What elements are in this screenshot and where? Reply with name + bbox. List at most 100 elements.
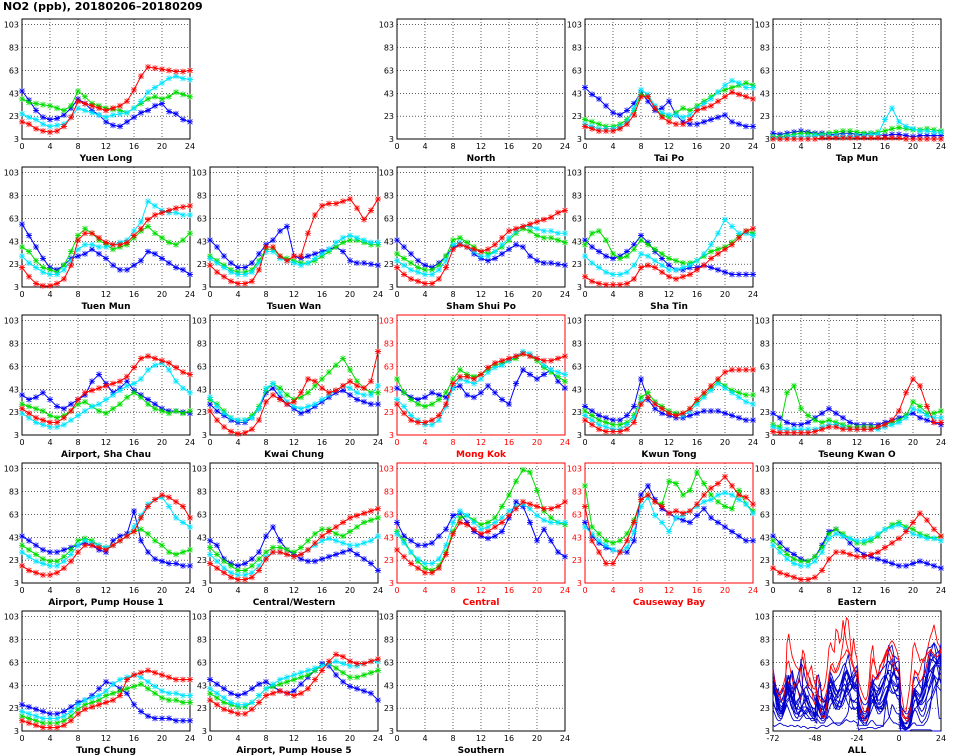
tuen-mun-day3-marker: [103, 244, 109, 250]
tuen-mun-day2-marker: [110, 246, 116, 253]
sha-tin-day3-marker: [736, 230, 742, 237]
tai-po-ytick-label: 43: [572, 89, 582, 98]
airport-pump-house-5-day3-marker: [347, 662, 353, 669]
airport-sha-chau-day3-marker: [96, 401, 102, 408]
mong-kok-day1-marker: [520, 366, 526, 373]
tseung-kwan-o-xtick-label: 20: [908, 438, 918, 447]
kwai-chung-day3-marker: [305, 403, 311, 410]
mong-kok-day3-marker: [408, 412, 414, 419]
tuen-mun-xtick-label: 24: [185, 290, 195, 299]
tuen-mun-day4-marker: [96, 234, 102, 241]
airport-pump-house-1-day4-marker: [173, 498, 179, 505]
airport-pump-house-1-day3-line: [21, 496, 191, 567]
causeway-bay-day3-marker: [736, 496, 742, 503]
sha-tin-day3-marker: [722, 216, 728, 223]
tai-po-day3-marker: [729, 77, 735, 84]
tung-chung-day1-marker: [103, 678, 109, 685]
central-day3-marker: [450, 519, 456, 526]
tseung-kwan-o-day4-marker: [812, 428, 818, 435]
tsuen-wan-day1-marker: [221, 253, 227, 260]
kwun-tong-day1-marker: [589, 408, 595, 414]
mong-kok-day1-marker: [527, 371, 533, 378]
tung-chung-day1-marker: [47, 710, 53, 717]
kwun-tong-day1-marker: [603, 414, 609, 421]
yuen-long-day1-marker: [110, 122, 116, 129]
central-day1-marker: [485, 535, 491, 542]
airport-sha-chau-day1-marker: [47, 396, 53, 403]
tseung-kwan-o-day3-marker: [910, 405, 916, 412]
kwun-tong-day4-marker: [687, 405, 693, 412]
central-station-label: Central: [462, 598, 499, 608]
central-western-ytick-label: 103: [192, 465, 207, 474]
tseung-kwan-o-day3-marker: [770, 424, 776, 430]
tseung-kwan-o-day1-marker: [847, 419, 853, 426]
mong-kok-day2-marker: [443, 389, 449, 396]
tai-po-day1-marker: [715, 114, 721, 121]
sham-shui-po-day1-marker: [485, 257, 491, 264]
sha-tin-day3-marker: [589, 260, 595, 266]
sha-tin-day1-marker: [596, 248, 602, 255]
sham-shui-po-day2-marker: [541, 234, 547, 241]
tseung-kwan-o-xtick-label: 24: [936, 438, 946, 447]
tung-chung-day4-marker: [173, 676, 179, 683]
kwai-chung-day3-marker: [235, 417, 241, 424]
central-western-ytick-label: 63: [197, 510, 207, 519]
tuen-mun-day2-marker: [152, 230, 158, 237]
yuen-long-day4-marker: [131, 86, 137, 93]
tap-mun-day1-marker: [938, 132, 944, 139]
tseung-kwan-o-day2-marker: [791, 382, 797, 389]
sha-tin-day2-marker: [617, 255, 623, 262]
airport-pump-house-1-day1-marker: [145, 549, 151, 556]
kwun-tong-day4-marker: [743, 366, 749, 373]
central-xtick-label: 4: [422, 586, 427, 595]
tuen-mun-day2-marker: [26, 248, 32, 255]
sha-tin-day4-marker: [631, 276, 637, 282]
kwun-tong-day4-marker: [694, 396, 700, 403]
airport-pump-house-5-day4-marker: [256, 699, 262, 706]
central-day4-marker: [422, 569, 428, 576]
southern-ytick-label: 23: [384, 704, 394, 713]
mong-kok-xtick-label: 24: [560, 438, 570, 447]
sha-tin-day4-marker: [701, 262, 707, 269]
airport-pump-house-1-day4-marker: [89, 542, 95, 549]
eastern-day2-marker: [784, 551, 790, 558]
eastern-day4-marker: [896, 535, 902, 542]
north-ytick-label: 43: [384, 89, 394, 98]
sha-tin-day1-marker: [582, 237, 588, 244]
airport-pump-house-5-day3-marker: [249, 699, 255, 706]
yuen-long-day4-marker: [166, 67, 172, 74]
sham-shui-po-station-label: Sham Shui Po: [446, 302, 516, 312]
tung-chung-day1-marker: [166, 715, 172, 722]
airport-sha-chau-day2-marker: [159, 408, 165, 414]
causeway-bay-day2-marker: [603, 537, 609, 544]
airport-pump-house-5-day3-marker: [333, 658, 339, 665]
central-western-xtick-label: 24: [373, 586, 383, 595]
north-ytick-label: 23: [384, 112, 394, 121]
eastern-day1-marker: [917, 558, 923, 565]
tuen-mun-day1-marker: [82, 250, 88, 257]
eastern-day3-marker: [833, 530, 839, 537]
eastern-day1-marker: [910, 560, 916, 567]
yuen-long-day3-marker: [47, 123, 53, 130]
kwun-tong-day4-marker: [617, 428, 623, 435]
sham-shui-po-day2-marker: [527, 228, 533, 234]
central-western-day3-marker: [347, 542, 353, 549]
central-day3-marker: [499, 514, 505, 521]
airport-pump-house-1-day1-marker: [61, 546, 67, 553]
tai-po-day4-marker: [743, 93, 749, 100]
kwun-tong-day1-marker: [743, 417, 749, 424]
sha-tin-day4-marker: [673, 276, 679, 282]
eastern-day1-marker: [777, 540, 783, 546]
tuen-mun-xtick-label: 0: [19, 290, 24, 299]
central-day3-marker: [422, 560, 428, 567]
mong-kok-xtick-label: 8: [450, 438, 455, 447]
airport-pump-house-5-day4-marker: [375, 656, 381, 662]
airport-sha-chau-ytick-label: 63: [9, 362, 19, 371]
tap-mun-day3-marker: [910, 125, 916, 132]
tung-chung-day1-marker: [138, 708, 144, 715]
airport-sha-chau-day4-marker: [131, 364, 137, 371]
sha-tin-day1-marker: [736, 271, 742, 278]
tung-chung-day4-marker: [33, 722, 39, 729]
eastern-day4-marker: [903, 528, 909, 535]
airport-pump-house-1-day3-marker: [187, 524, 193, 530]
